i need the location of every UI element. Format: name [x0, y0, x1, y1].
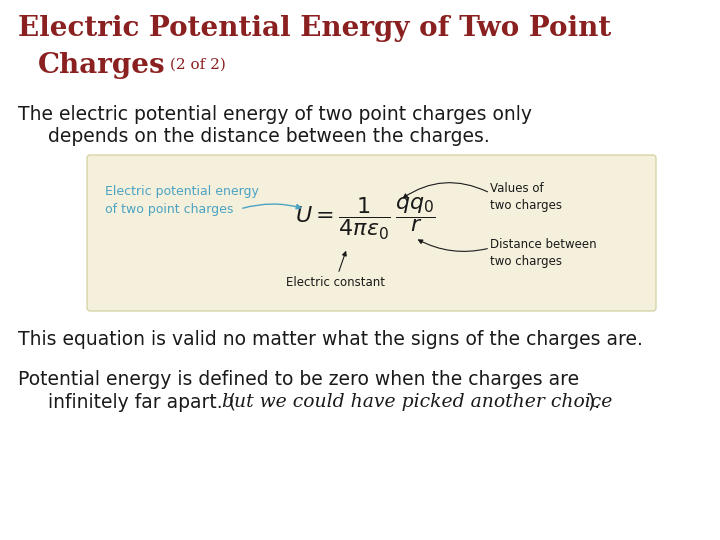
Text: Electric constant: Electric constant	[286, 276, 384, 289]
FancyBboxPatch shape	[87, 155, 656, 311]
Text: infinitely far apart. (: infinitely far apart. (	[48, 393, 236, 412]
Text: Electric Potential Energy of Two Point: Electric Potential Energy of Two Point	[18, 15, 611, 42]
Text: depends on the distance between the charges.: depends on the distance between the char…	[48, 127, 490, 146]
Text: ).: ).	[588, 393, 601, 412]
Text: Charges: Charges	[38, 52, 166, 79]
Text: Values of
two charges: Values of two charges	[490, 182, 562, 213]
Text: $U = \dfrac{1}{4\pi\epsilon_0}\,\dfrac{qq_0}{r}$: $U = \dfrac{1}{4\pi\epsilon_0}\,\dfrac{q…	[294, 195, 436, 241]
Text: The electric potential energy of two point charges only: The electric potential energy of two poi…	[18, 105, 532, 124]
Text: but we could have picked another choice: but we could have picked another choice	[222, 393, 613, 411]
Text: Electric potential energy
of two point charges: Electric potential energy of two point c…	[105, 185, 259, 216]
Text: Potential energy is defined to be zero when the charges are: Potential energy is defined to be zero w…	[18, 370, 579, 389]
Text: Distance between
two charges: Distance between two charges	[490, 238, 597, 268]
Text: (2 of 2): (2 of 2)	[165, 58, 226, 72]
Text: This equation is valid no matter what the signs of the charges are.: This equation is valid no matter what th…	[18, 330, 643, 349]
